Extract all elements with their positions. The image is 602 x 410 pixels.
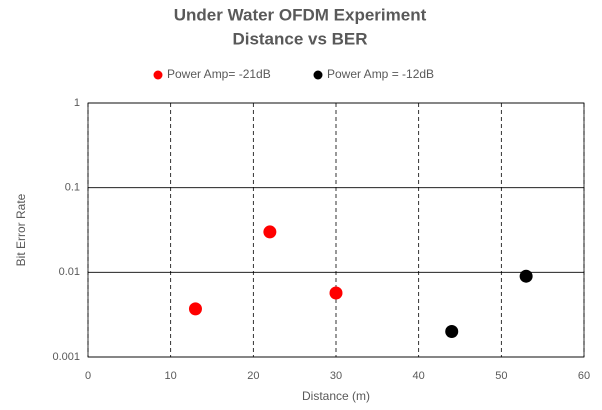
x-tick-label: 40: [413, 370, 425, 382]
y-tick-label: 1: [74, 97, 80, 109]
point: [519, 269, 533, 283]
x-axis-title: Distance (m): [302, 389, 370, 403]
point: [329, 286, 343, 300]
legend-text: Power Amp= -21dB: [167, 67, 271, 81]
point: [188, 302, 202, 316]
legend-marker: [153, 70, 163, 80]
x-tick-label: 60: [578, 370, 590, 382]
x-tick-label: 20: [247, 370, 259, 382]
y-tick-label: 0.1: [65, 182, 80, 194]
y-axis-title: Bit Error Rate: [14, 193, 28, 266]
x-tick-label: 0: [85, 370, 91, 382]
x-tick-label: 10: [165, 370, 177, 382]
x-tick-label: 50: [495, 370, 507, 382]
chart-subtitle: Distance vs BER: [232, 29, 367, 48]
plot-border: [87, 102, 585, 358]
chart-title: Under Water OFDM Experiment: [174, 5, 427, 24]
point: [263, 225, 277, 239]
legend-text: Power Amp = -12dB: [327, 67, 434, 81]
y-tick-label: 0.01: [59, 266, 80, 278]
legend-marker: [313, 70, 323, 80]
x-tick-label: 30: [330, 370, 342, 382]
point: [445, 325, 459, 339]
y-tick-label: 0.001: [52, 351, 80, 363]
